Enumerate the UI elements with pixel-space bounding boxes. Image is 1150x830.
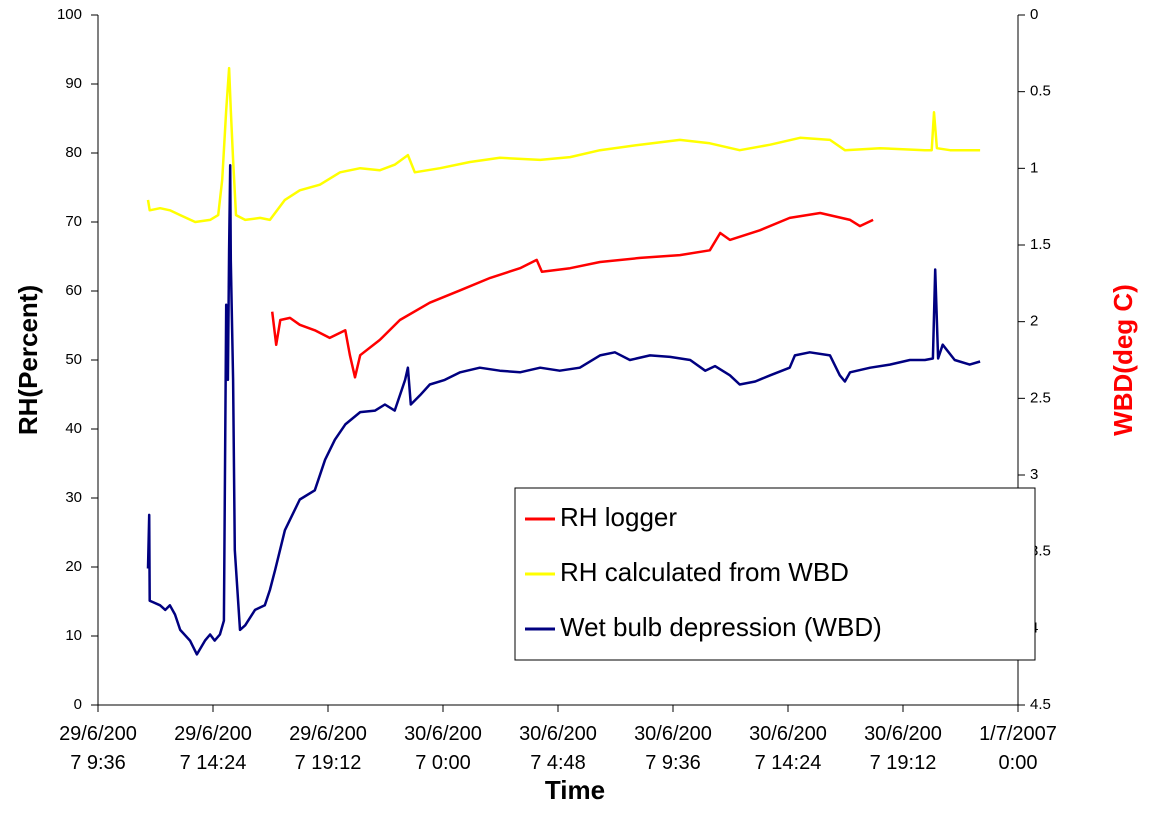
y-tick-label: 20 <box>65 558 82 575</box>
series-line <box>146 66 981 224</box>
y2-tick-label: 3 <box>1030 466 1038 483</box>
y2-tick-label: 2 <box>1030 313 1038 330</box>
y2-tick-label: 0.5 <box>1030 83 1051 100</box>
y-tick-label: 80 <box>65 144 82 161</box>
y-axis-label: RH(Percent) <box>13 285 43 435</box>
x-tick-label: 29/6/2007 9:36 <box>59 723 137 774</box>
legend-label: RH calculated from WBD <box>560 557 849 587</box>
y2-tick-label: 4.5 <box>1030 696 1051 713</box>
legend-label: Wet bulb depression (WBD) <box>560 612 882 642</box>
x-tick-label: 29/6/2007 14:24 <box>174 723 252 774</box>
y2-tick-label: 2.5 <box>1030 389 1051 406</box>
y2-tick-label: 0 <box>1030 6 1038 23</box>
y-tick-label: 10 <box>65 627 82 644</box>
legend-box <box>514 487 1036 661</box>
legend-label: RH logger <box>560 502 677 532</box>
series-line <box>270 211 874 379</box>
series-line <box>146 164 981 656</box>
y-tick-label: 90 <box>65 75 82 92</box>
x-tick-label: 30/6/2007 0:00 <box>404 723 482 774</box>
y-tick-label: 40 <box>65 420 82 437</box>
y-tick-label: 70 <box>65 213 82 230</box>
y-tick-label: 60 <box>65 282 82 299</box>
x-tick-label: 1/7/2007 0:00 <box>979 723 1057 774</box>
y-tick-label: 0 <box>74 696 82 713</box>
x-tick-label: 30/6/2007 19:12 <box>864 723 942 774</box>
y2-tick-label: 1.5 <box>1030 236 1051 253</box>
y-tick-label: 30 <box>65 489 82 506</box>
y2-tick-label: 1 <box>1030 159 1038 176</box>
y2-axis-label: WBD(deg C) <box>1108 284 1138 436</box>
y-tick-label: 100 <box>57 6 82 23</box>
y-tick-label: 50 <box>65 351 82 368</box>
x-tick-label: 30/6/2007 14:24 <box>749 723 827 774</box>
x-axis-label: Time <box>545 775 605 805</box>
x-tick-label: 30/6/2007 9:36 <box>634 723 712 774</box>
x-tick-label: 30/6/2007 4:48 <box>519 723 597 774</box>
x-tick-label: 29/6/2007 19:12 <box>289 723 367 774</box>
